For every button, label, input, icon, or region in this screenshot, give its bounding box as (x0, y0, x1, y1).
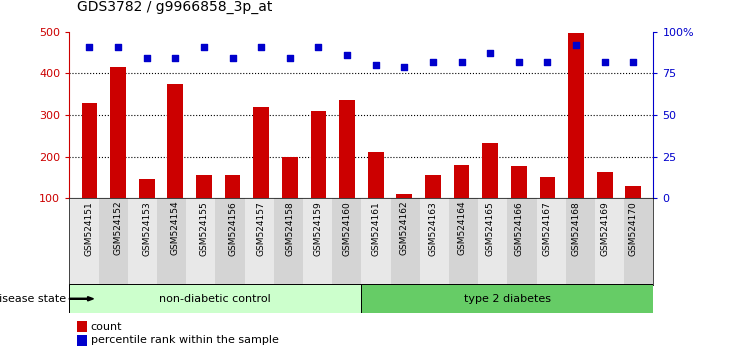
Bar (69, 284, 361, 313)
Point (628, 59, 639, 65)
Bar (82, 103, 97, 240)
Bar (537, 198, 566, 285)
Bar (139, 179, 155, 240)
Bar (128, 198, 157, 285)
Bar (391, 198, 420, 285)
Point (341, 52, 353, 58)
Text: GSM524152: GSM524152 (114, 201, 123, 256)
Text: GSM524170: GSM524170 (629, 201, 638, 256)
Text: GSM524154: GSM524154 (171, 201, 180, 256)
Text: GSM524158: GSM524158 (285, 201, 294, 256)
Text: GSM524157: GSM524157 (257, 201, 266, 256)
Point (284, 56, 296, 61)
Point (83, 44, 95, 50)
Bar (425, 175, 441, 240)
Bar (99, 198, 128, 285)
Point (599, 59, 610, 65)
Text: GSM524169: GSM524169 (600, 201, 609, 256)
Point (456, 59, 467, 65)
Bar (453, 165, 469, 240)
Bar (69, 198, 99, 285)
Bar (568, 33, 584, 240)
Point (141, 56, 153, 61)
Bar (368, 153, 383, 240)
Point (513, 59, 525, 65)
Bar (539, 177, 556, 240)
Bar (167, 84, 183, 240)
Bar (361, 198, 391, 285)
Bar (420, 198, 449, 285)
Bar (597, 172, 612, 240)
Bar (225, 175, 240, 240)
Bar (511, 166, 526, 240)
Bar (566, 198, 595, 285)
Bar (282, 156, 298, 240)
Point (312, 44, 324, 50)
Text: GSM524164: GSM524164 (457, 201, 466, 256)
Bar (215, 198, 245, 285)
Bar (507, 198, 537, 285)
Bar (110, 67, 126, 240)
Text: GSM524162: GSM524162 (400, 201, 409, 256)
Point (399, 64, 410, 70)
Bar (396, 194, 412, 240)
Point (570, 42, 582, 48)
Bar (449, 198, 478, 285)
Text: GDS3782 / g9966858_3p_at: GDS3782 / g9966858_3p_at (77, 0, 272, 14)
Text: percentile rank within the sample: percentile rank within the sample (91, 335, 278, 345)
Text: GSM524151: GSM524151 (85, 201, 94, 256)
Text: GSM524166: GSM524166 (515, 201, 523, 256)
Point (112, 44, 124, 50)
Bar (595, 198, 624, 285)
Point (227, 56, 239, 61)
Point (427, 59, 439, 65)
Text: non-diabetic control: non-diabetic control (159, 294, 272, 304)
Point (255, 44, 267, 50)
Text: GSM524160: GSM524160 (342, 201, 352, 256)
Text: GSM524153: GSM524153 (142, 201, 151, 256)
Bar (339, 101, 355, 240)
Text: GSM524168: GSM524168 (572, 201, 580, 256)
Bar (310, 111, 326, 240)
Bar (624, 198, 653, 285)
Bar (77, 321, 87, 332)
Bar (303, 198, 332, 285)
Text: GSM524161: GSM524161 (371, 201, 380, 256)
Text: type 2 diabetes: type 2 diabetes (464, 294, 551, 304)
Bar (274, 198, 303, 285)
Bar (253, 107, 269, 240)
Text: GSM524163: GSM524163 (429, 201, 437, 256)
Bar (245, 198, 274, 285)
Text: disease state: disease state (0, 294, 66, 304)
Bar (483, 143, 498, 240)
Text: GSM524156: GSM524156 (228, 201, 237, 256)
Bar (157, 198, 186, 285)
Bar (626, 186, 641, 240)
Point (484, 51, 496, 56)
Text: GSM524155: GSM524155 (199, 201, 208, 256)
Text: GSM524167: GSM524167 (543, 201, 552, 256)
Bar (361, 284, 653, 313)
Text: GSM524159: GSM524159 (314, 201, 323, 256)
Text: GSM524165: GSM524165 (485, 201, 495, 256)
Point (542, 59, 553, 65)
Point (169, 56, 181, 61)
Bar (77, 335, 87, 346)
Bar (332, 198, 361, 285)
Bar (186, 198, 215, 285)
Point (198, 44, 210, 50)
Bar (478, 198, 507, 285)
Bar (196, 175, 212, 240)
Point (370, 62, 382, 68)
Text: count: count (91, 322, 122, 332)
